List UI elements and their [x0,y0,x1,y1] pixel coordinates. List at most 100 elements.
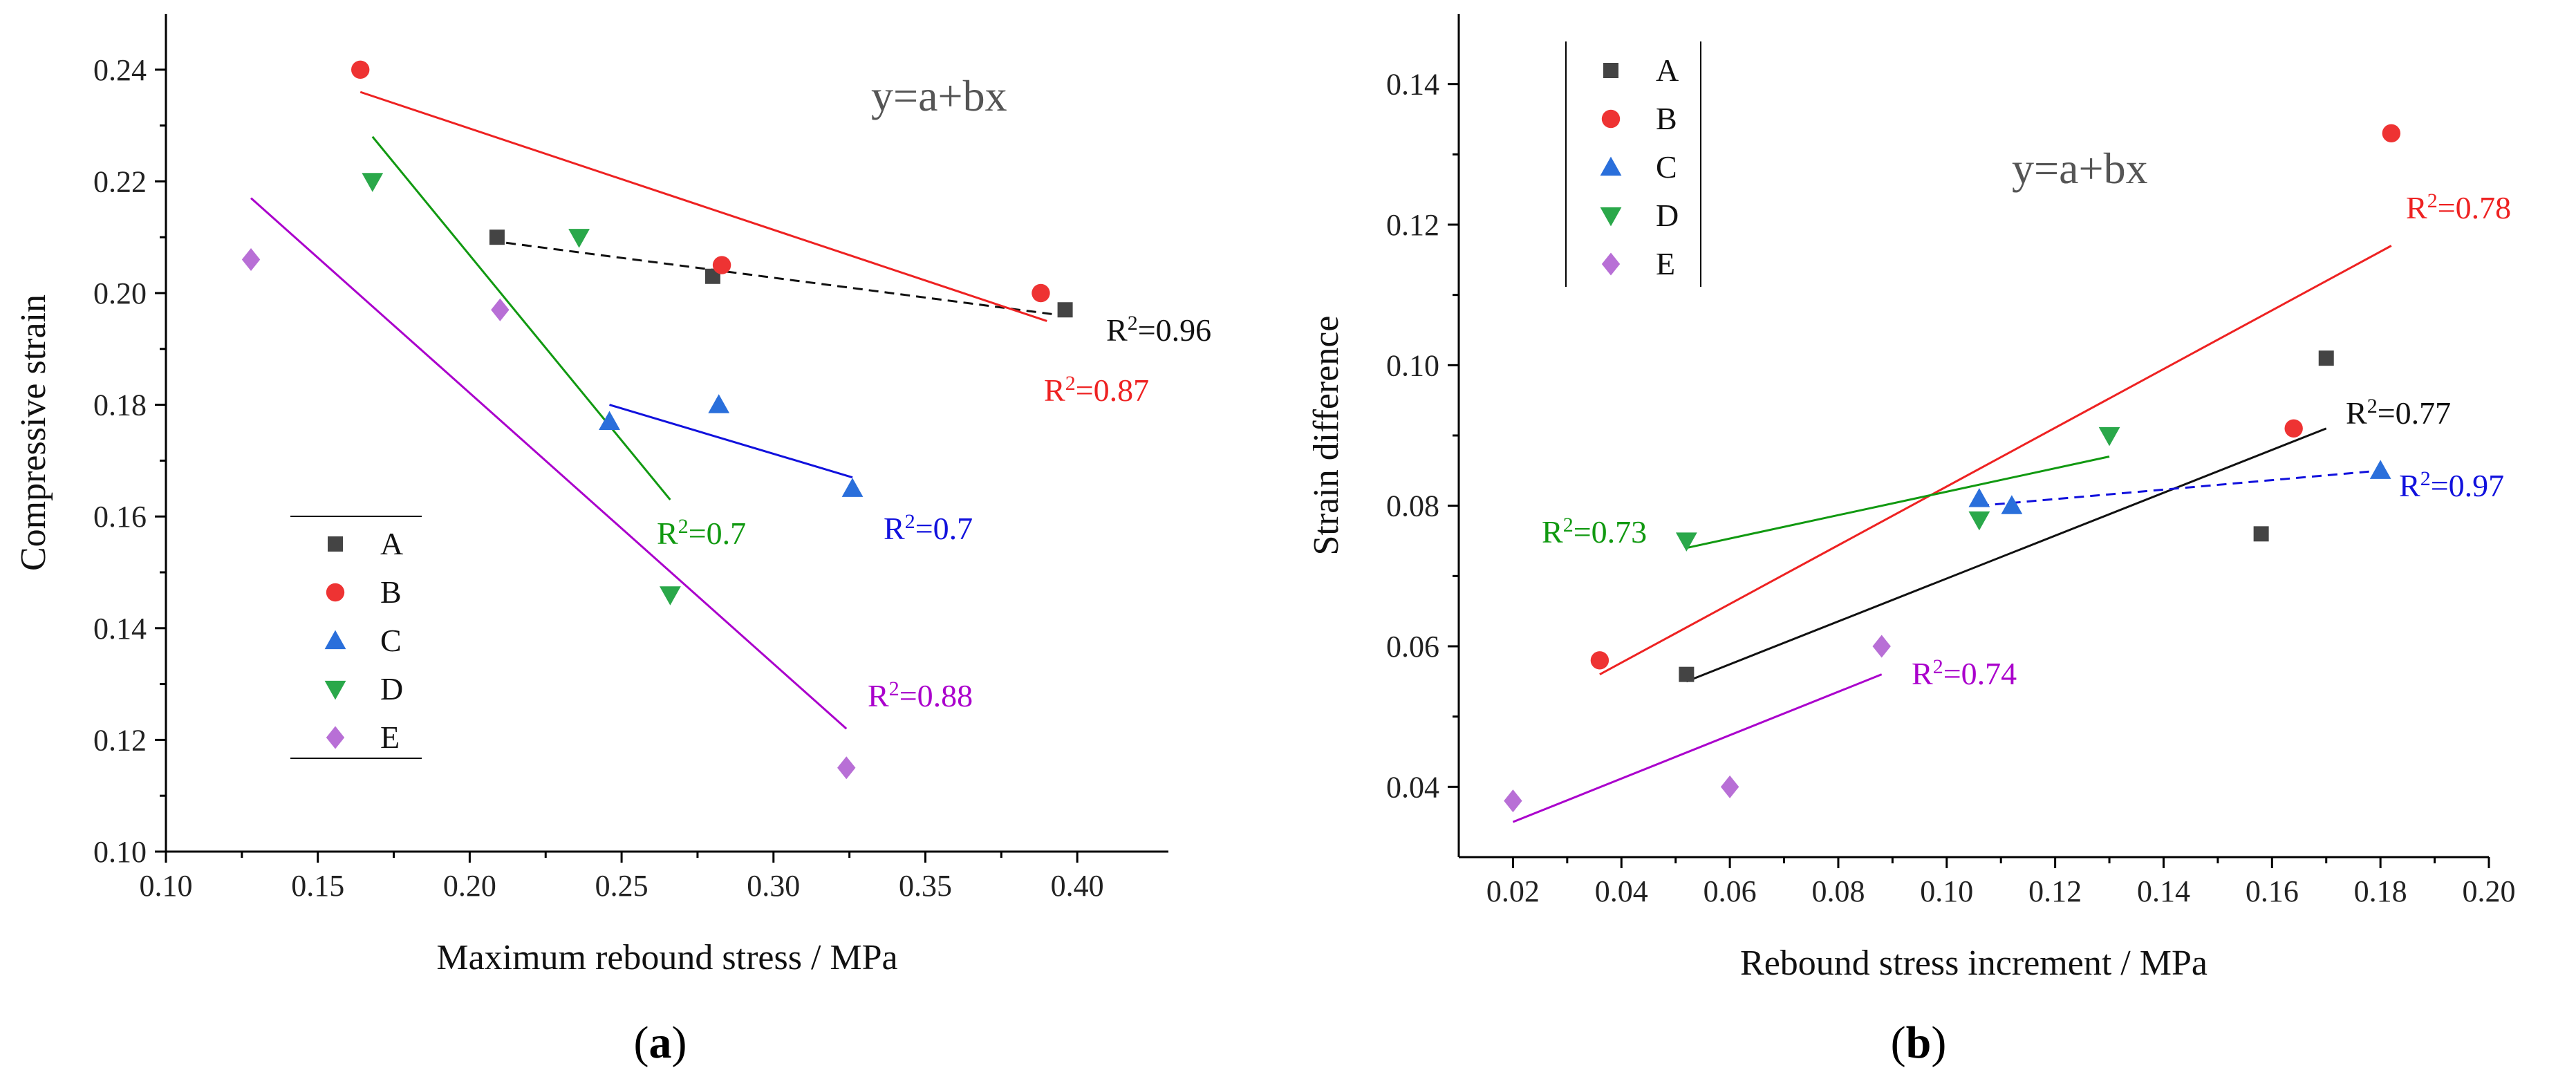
point-a [1679,666,1695,682]
legend-marker-e [1601,252,1621,276]
x-tick-label: 0.10 [1920,874,1973,908]
point-e [241,248,261,272]
equation-label: y=a+bx [2012,144,2148,193]
point-c [708,394,730,413]
point-b [2284,419,2303,438]
fit-line-e [1512,673,1883,823]
legend-label-b: B [380,574,402,610]
point-b [351,60,370,79]
point-a [2253,526,2269,542]
legend-label-e: E [380,720,400,755]
y-tick-label: 0.12 [93,723,147,757]
x-tick-label: 0.06 [1704,874,1757,908]
x-tick-label: 0.25 [595,869,648,903]
point-b [2382,124,2401,143]
fit-line-c [1979,469,2381,507]
x-axis-label: Maximum rebound stress / MPa [436,938,897,977]
point-c [841,478,864,497]
point-b [712,256,731,274]
point-c [2369,460,2391,479]
legend-marker-d [1600,207,1622,227]
x-tick-label: 0.16 [2246,874,2299,908]
x-tick-label: 0.20 [443,869,496,903]
point-b [1032,283,1050,303]
x-tick-label: 0.04 [1595,874,1648,908]
legend-label-c: C [380,623,402,658]
point-c [2001,495,2023,514]
point-e [491,298,510,321]
legend-marker-b [1601,109,1621,129]
caption-b: (b) [1891,1017,1947,1068]
point-d [362,173,384,192]
legend-marker-d [324,680,346,700]
x-tick-label: 0.02 [1486,874,1540,908]
point-a [1057,302,1073,318]
x-tick-label: 0.10 [140,869,193,903]
legend-marker-a [328,536,343,552]
legend-marker-e [326,726,345,749]
legend-label-d: D [1656,198,1679,233]
legend-marker-b [326,583,345,602]
fit-line-d [1686,456,2110,550]
fit-line-c [609,404,853,479]
point-d [659,586,681,606]
y-tick-label: 0.24 [93,53,147,87]
legend-label-b: B [1656,101,1677,136]
point-d [1968,511,1990,531]
r2-label-b: R2=0.78 [2406,189,2511,226]
point-c [599,411,620,430]
r2-label-e: R2=0.88 [868,677,973,714]
x-tick-label: 0.08 [1811,874,1865,908]
fit-line-b [360,91,1047,322]
r2-label-a: R2=0.96 [1106,312,1211,348]
y-tick-label: 0.06 [1386,630,1439,664]
x-axis-label: Rebound stress increment / MPa [1740,944,2208,983]
point-d [2098,426,2120,447]
y-axis-label: Strain difference [1307,316,1346,556]
point-e [1720,775,1739,798]
legend-label-c: C [1656,149,1677,185]
point-e [1872,635,1891,658]
r2-label-d: R2=0.73 [1542,514,1647,550]
y-tick-label: 0.18 [93,388,147,422]
fit-line-a [1686,427,2327,683]
y-tick-label: 0.22 [93,165,147,198]
x-tick-label: 0.18 [2354,874,2407,908]
y-tick-label: 0.14 [1386,68,1439,102]
x-tick-label: 0.30 [747,869,800,903]
chart-panel-b: 0.02 0.04 0.06 0.08 0.10 0.12 0.14 0.16 0.18 0.20… [1307,14,2516,983]
point-e [837,756,856,780]
point-d [568,229,590,248]
legend-label-d: D [380,671,403,706]
r2-label-a: R2=0.77 [2346,395,2451,431]
point-c [1968,488,1990,507]
point-b [1590,651,1609,670]
legend-label-e: E [1656,246,1675,281]
y-tick-label: 0.10 [1386,348,1439,382]
y-tick-label: 0.20 [93,276,147,310]
legend-label-a: A [1656,53,1679,88]
y-axis-label: Compressive strain [14,294,53,571]
r2-label-c: R2=0.7 [884,510,973,547]
x-tick-label: 0.40 [1051,869,1104,903]
x-tick-label: 0.12 [2028,874,2082,908]
y-tick-label: 0.12 [1386,208,1439,242]
fit-line-e [250,197,848,730]
x-tick-label: 0.15 [291,869,344,903]
y-tick-label: 0.14 [93,612,147,646]
r2-label-b: R2=0.87 [1044,372,1149,409]
y-tick-label: 0.04 [1386,770,1439,804]
point-a [489,229,505,245]
r2-label-e: R2=0.74 [1912,655,2017,692]
point-a [2318,350,2334,366]
r2-label-d: R2=0.7 [657,515,746,552]
fit-line-b [1599,245,2392,675]
x-tick-label: 0.20 [2463,874,2516,908]
fit-line-a [505,241,1063,317]
legend-marker-a [1603,63,1618,78]
y-tick-label: 0.08 [1386,489,1439,523]
y-tick-label: 0.10 [93,835,147,869]
legend-marker-c [1600,156,1622,176]
r2-label-c: R2=0.97 [2399,467,2504,504]
